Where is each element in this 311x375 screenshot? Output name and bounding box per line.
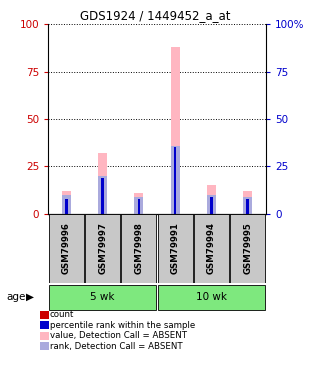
Bar <box>243 197 252 214</box>
Bar <box>174 147 176 214</box>
Bar <box>65 199 67 214</box>
Text: age: age <box>6 292 26 302</box>
Text: 5 wk: 5 wk <box>91 292 115 302</box>
Bar <box>158 285 265 310</box>
Bar <box>174 212 176 214</box>
Bar <box>62 191 71 214</box>
Text: GDS1924 / 1449452_a_at: GDS1924 / 1449452_a_at <box>80 9 231 22</box>
Bar <box>49 214 84 283</box>
Bar <box>134 193 143 214</box>
Bar <box>194 214 229 283</box>
Bar <box>230 214 265 283</box>
Bar <box>49 285 156 310</box>
Text: count: count <box>50 310 74 319</box>
Text: percentile rank within the sample: percentile rank within the sample <box>50 321 195 330</box>
Bar <box>62 195 71 214</box>
Bar <box>101 178 104 214</box>
Text: rank, Detection Call = ABSENT: rank, Detection Call = ABSENT <box>50 342 182 351</box>
Bar <box>207 195 216 214</box>
Bar <box>207 185 216 214</box>
Bar <box>138 199 140 214</box>
Text: ▶: ▶ <box>26 292 35 302</box>
Bar <box>138 212 140 214</box>
Bar <box>122 214 156 283</box>
Bar <box>210 197 213 214</box>
Bar <box>210 212 213 214</box>
Bar <box>134 197 143 214</box>
Text: GSM79995: GSM79995 <box>243 223 252 274</box>
Text: value, Detection Call = ABSENT: value, Detection Call = ABSENT <box>50 331 187 340</box>
Bar <box>85 214 120 283</box>
Bar <box>98 153 107 214</box>
Text: GSM79991: GSM79991 <box>171 222 180 274</box>
Bar <box>247 199 249 214</box>
Bar <box>247 212 249 214</box>
Bar <box>171 47 180 214</box>
Text: GSM79996: GSM79996 <box>62 222 71 274</box>
Text: GSM79998: GSM79998 <box>134 222 143 274</box>
Bar <box>171 146 180 214</box>
Text: 10 wk: 10 wk <box>196 292 227 302</box>
Text: GSM79994: GSM79994 <box>207 222 216 274</box>
Bar <box>98 176 107 214</box>
Bar <box>101 212 104 214</box>
Bar <box>243 191 252 214</box>
Bar <box>65 212 67 214</box>
Text: GSM79997: GSM79997 <box>98 222 107 274</box>
Bar <box>158 214 193 283</box>
